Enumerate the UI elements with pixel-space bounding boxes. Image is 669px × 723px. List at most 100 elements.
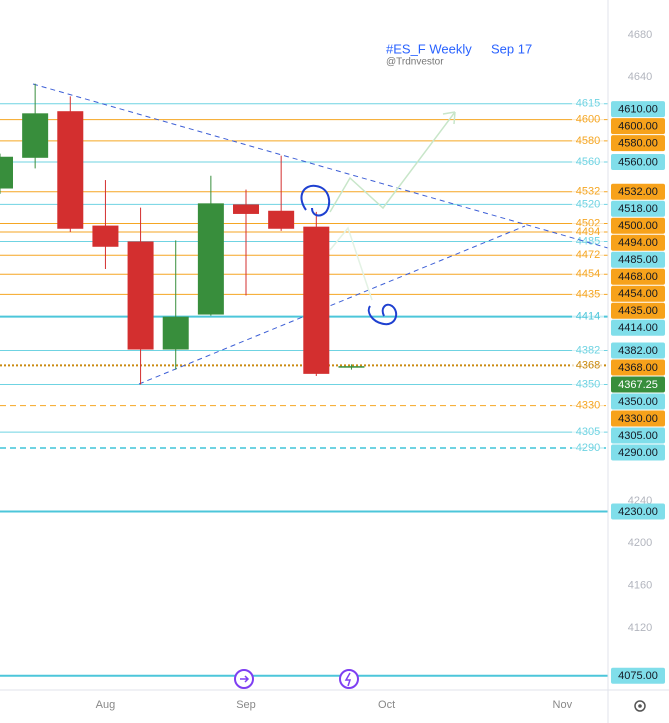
level-label: 4435 (576, 288, 600, 300)
price-labels: 4610.00 4600.00 4580.00 4560.00 4532.00 4518.… (611, 101, 665, 684)
level-label: 4414 (576, 311, 600, 323)
price-label: 4368.00 (618, 362, 658, 374)
price-label-box (611, 268, 665, 285)
price-label-box (611, 444, 665, 461)
drawings (32, 83, 608, 385)
author: @Trdnvestor (386, 57, 444, 68)
price-label: 4414.00 (618, 322, 658, 334)
level-label: 4560 (576, 156, 600, 168)
candle-body (22, 113, 49, 158)
price-label-box (611, 342, 665, 359)
x-tick-label: Nov (553, 699, 573, 711)
y-tick-label: 4680 (628, 29, 652, 41)
price-label: 4518.00 (618, 203, 658, 215)
price-label: 4532.00 (618, 186, 658, 198)
x-tick-label: Sep (236, 699, 256, 711)
candle-body (233, 204, 260, 214)
level-label: 4368 (576, 359, 600, 371)
price-label: 4494.00 (618, 237, 658, 249)
price-label-box (611, 118, 665, 135)
level-label: 4290 (576, 442, 600, 454)
price-label-box (611, 285, 665, 302)
price-label-box (611, 200, 665, 217)
level-label-bg (572, 97, 604, 110)
level-label: 4382 (576, 344, 600, 356)
settings-icon[interactable] (634, 700, 646, 712)
price-label-box (611, 302, 665, 319)
chart-title: #ES_F Weekly (386, 41, 472, 56)
trendline (32, 83, 608, 249)
price-label: 4454.00 (618, 288, 658, 300)
price-label: 4290.00 (618, 447, 658, 459)
level-label: 4494 (576, 226, 600, 238)
level-label-bg (572, 441, 604, 454)
level-label: 4580 (576, 135, 600, 147)
candle-body (57, 111, 84, 229)
candle-body (268, 210, 295, 229)
price-label-box (611, 376, 665, 393)
level-label-bg (572, 134, 604, 147)
price-label-box (611, 359, 665, 376)
price-label: 4600.00 (618, 120, 658, 132)
price-label-box (611, 101, 665, 118)
level-label: 4615 (576, 98, 600, 110)
price-label-box (611, 234, 665, 251)
level-label-bg (572, 378, 604, 391)
price-label-box (611, 135, 665, 152)
price-label: 4350.00 (618, 396, 658, 408)
event-icons[interactable] (234, 669, 359, 689)
price-label-box (611, 251, 665, 268)
price-label: 4435.00 (618, 305, 658, 317)
level-label-bg (572, 359, 604, 372)
price-label-box (611, 667, 665, 684)
price-label: 4305.00 (618, 430, 658, 442)
candle-body (0, 156, 13, 189)
level-label-bg (572, 399, 604, 412)
price-label-box (611, 319, 665, 336)
price-label: 4330.00 (618, 413, 658, 425)
level-label: 4454 (576, 268, 600, 280)
price-label: 4230.00 (618, 506, 658, 518)
price-label: 4075.00 (618, 670, 658, 682)
y-tick-label: 4120 (628, 622, 652, 634)
candle-body (303, 226, 330, 374)
price-label-box (611, 217, 665, 234)
level-label-bg (572, 249, 604, 262)
trendline (138, 225, 526, 385)
x-tick-label: Oct (378, 699, 395, 711)
level-label: 4472 (576, 249, 600, 261)
level-label: 4350 (576, 378, 600, 390)
level-label-bg (572, 426, 604, 439)
x-tick-label: Aug (96, 699, 116, 711)
projection-line (329, 226, 373, 301)
level-label: 4330 (576, 400, 600, 412)
price-label: 4382.00 (618, 345, 658, 357)
candle-body (162, 316, 189, 350)
level-label-bg (572, 268, 604, 281)
candle-body (92, 225, 119, 247)
chart-subtitle: Sep 17 (491, 41, 532, 56)
price-label-box (611, 427, 665, 444)
candle-body (197, 203, 224, 315)
price-label: 4468.00 (618, 271, 658, 283)
price-label: 4500.00 (618, 220, 658, 232)
levels: 4615460045804560453245204502449444854472… (0, 97, 608, 677)
price-label: 4367.25 (618, 379, 658, 391)
level-label: 4485 (576, 235, 600, 247)
y-tick-label: 4160 (628, 580, 652, 592)
price-label: 4485.00 (618, 254, 658, 266)
y-tick-label: 4200 (628, 537, 652, 549)
level-label-bg (572, 344, 604, 357)
price-label: 4610.00 (618, 103, 658, 115)
price-label-box (611, 183, 665, 200)
level-label-bg (572, 156, 604, 169)
level-label: 4600 (576, 114, 600, 126)
level-label-bg (572, 185, 604, 198)
projection-arrow (329, 111, 456, 213)
level-label-bg (572, 288, 604, 301)
scribbles (300, 184, 398, 326)
level-label-bg (572, 113, 604, 126)
